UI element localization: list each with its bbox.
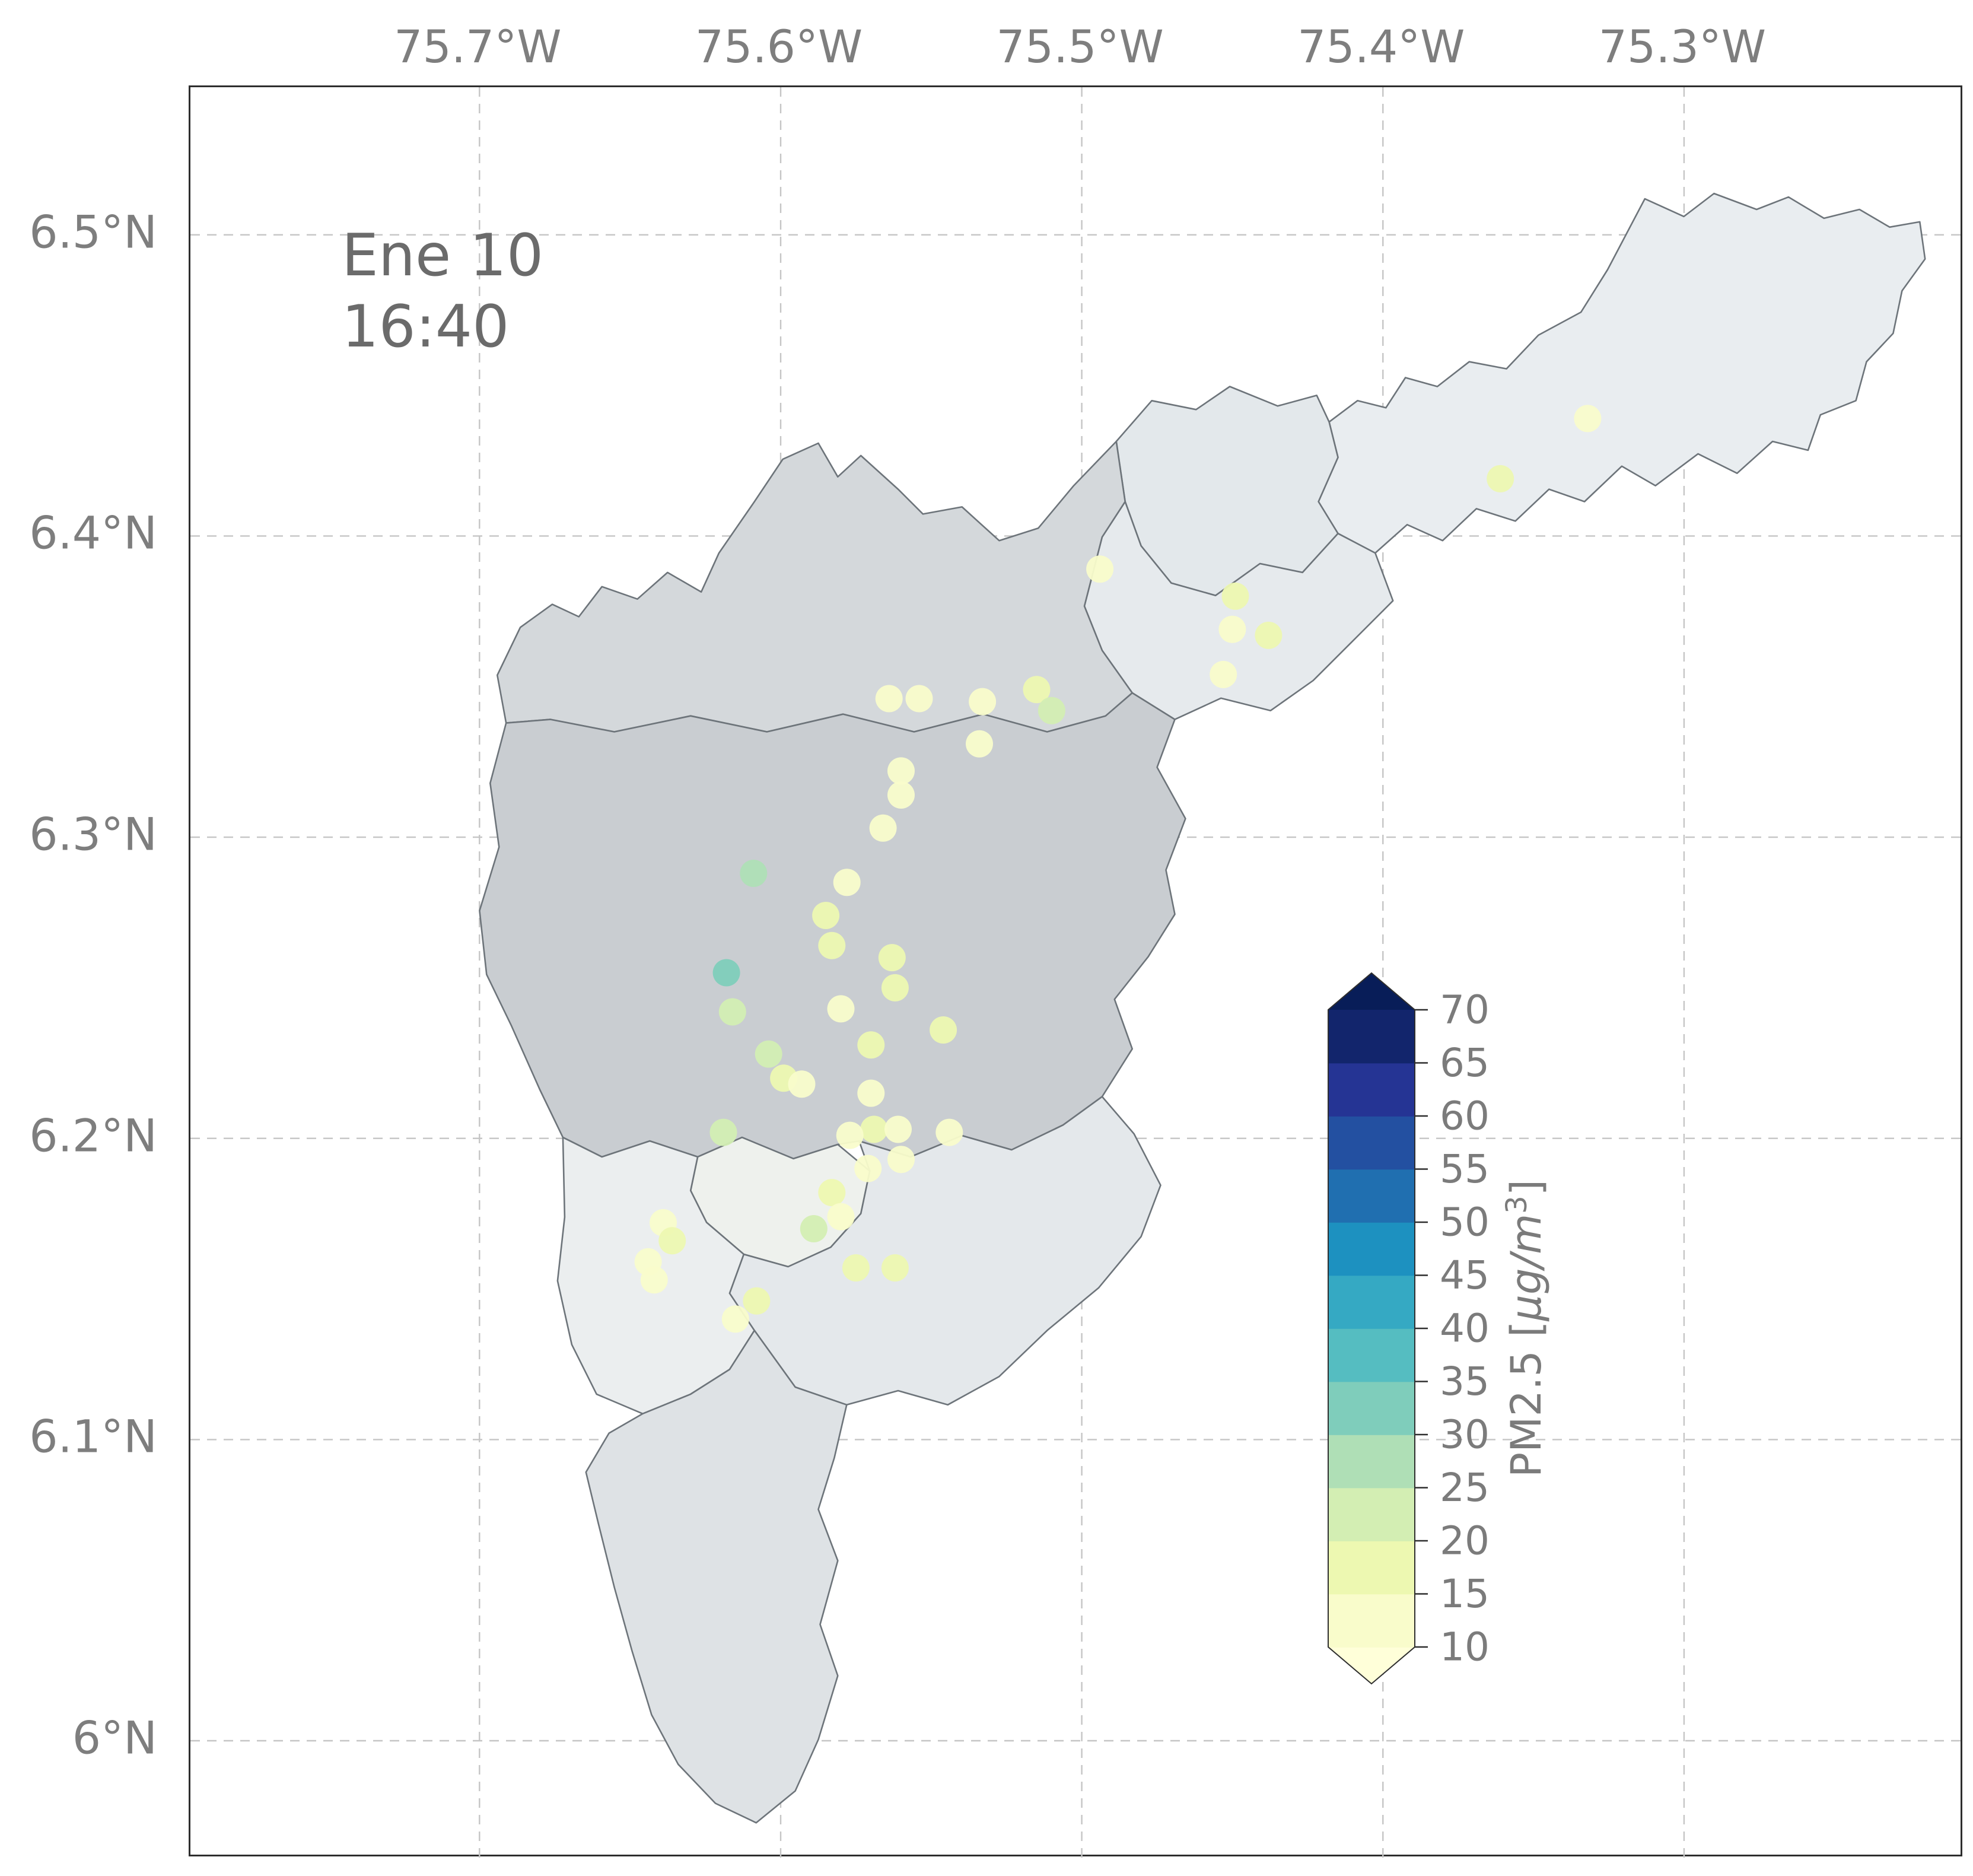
pm25-station-dot: [712, 959, 740, 987]
pm25-station-dot: [788, 1070, 816, 1098]
pm25-station-dot: [743, 1287, 771, 1315]
latitude-tick-label: 6.4°N: [29, 507, 157, 560]
longitude-tick-label: 75.4°W: [1297, 20, 1465, 73]
pm25-station-dot: [800, 1215, 828, 1242]
longitude-tick-label: 75.5°W: [996, 20, 1164, 73]
pm25-station-dot: [857, 1079, 885, 1107]
pm25-station-dot: [1038, 697, 1065, 724]
timestamp-date: Ene 10: [342, 222, 544, 290]
colorbar-tick-label: 25: [1440, 1465, 1490, 1511]
pm25-station-dot: [836, 1121, 864, 1149]
latitude-tick-label: 6.1°N: [29, 1410, 157, 1464]
pm25-station-dot: [884, 1115, 912, 1143]
pm25-station-dot: [833, 869, 861, 896]
colorbar-extend-over: [1328, 973, 1415, 1010]
colorbar-tick-label: 45: [1440, 1252, 1490, 1298]
pm25-station-dot: [887, 1146, 915, 1174]
latitude-tick-label: 6.5°N: [29, 205, 157, 259]
pm25-station-dot: [860, 1115, 888, 1143]
pm25-station-dot: [887, 757, 915, 785]
colorbar-tick-label: 40: [1440, 1306, 1490, 1352]
latitude-tick-label: 6.2°N: [29, 1109, 157, 1162]
pm25-station-dot: [1086, 555, 1114, 583]
longitude-tick-label: 75.7°W: [394, 20, 562, 73]
pm25-station-dot: [640, 1266, 668, 1294]
pm25-station-dot: [812, 902, 840, 929]
colorbar-tick-label: 35: [1440, 1359, 1490, 1404]
pm25-station-dot: [827, 995, 855, 1023]
colorbar-tick-label: 50: [1440, 1200, 1490, 1245]
map-canvas: 10 15 20 25 30 35 40 45 50 55 60 65 70 PM2.5 [µg/m3]: [190, 87, 1964, 1858]
colorbar-tick-label: 30: [1440, 1412, 1490, 1458]
colorbar-segment: [1328, 1328, 1415, 1382]
colorbar-tick-label: 70: [1440, 987, 1490, 1033]
longitude-tick-label: 75.6°W: [695, 20, 863, 73]
colorbar-segment: [1328, 1275, 1415, 1329]
municipality-southeast: [728, 1096, 1161, 1406]
pm25-station-dot: [930, 1016, 957, 1044]
pm25-station-dot: [905, 685, 933, 713]
pm25-station-dot: [935, 1118, 963, 1146]
pm25-station-dot: [1487, 465, 1514, 492]
colorbar-tick-label: 60: [1440, 1093, 1490, 1139]
pm25-station-dot: [857, 1031, 885, 1059]
pm25-station-dot: [878, 944, 906, 972]
colorbar-segment: [1328, 1381, 1415, 1435]
pm25-station-dot: [740, 860, 768, 887]
pm25-station-dot: [875, 685, 903, 713]
pm25-station-dot: [1221, 582, 1249, 610]
pm25-station-dot: [966, 730, 993, 758]
pm25-station-dot: [1023, 676, 1051, 704]
pm25-station-dot: [709, 1118, 737, 1146]
colorbar-segment: [1328, 1063, 1415, 1117]
pm25-station-dot: [842, 1254, 870, 1282]
pm25-station-dot: [881, 974, 909, 1001]
colorbar-tick-label: 55: [1440, 1146, 1490, 1192]
colorbar-tick-label: 20: [1440, 1518, 1490, 1564]
pm25-station-dot: [827, 1203, 855, 1230]
timestamp-time: 16:40: [342, 292, 510, 361]
latitude-axis-ticks: 6.5°N 6.4°N 6.3°N 6.2°N 6.1°N 6°N: [0, 0, 174, 1876]
pm25-station-dot: [969, 688, 997, 716]
colorbar-segment: [1328, 1594, 1415, 1648]
latitude-tick-label: 6°N: [72, 1711, 157, 1764]
map-plot-area: 10 15 20 25 30 35 40 45 50 55 60 65 70 PM2.5 [µg/m3] …: [189, 85, 1964, 1858]
pm25-station-dot: [818, 1179, 846, 1207]
colorbar-segment: [1328, 1010, 1415, 1064]
longitude-tick-label: 75.3°W: [1598, 20, 1767, 73]
colorbar-tick-label: 10: [1440, 1624, 1490, 1670]
pm25-station-dot: [718, 998, 746, 1026]
pm25-station-dot: [658, 1227, 686, 1255]
pm25-station-dot: [887, 781, 915, 809]
pm25-station-dot: [1574, 405, 1602, 433]
municipality-ne-arm: [1318, 192, 1926, 554]
colorbar-segment: [1328, 1169, 1415, 1223]
pm25-station-dot: [1255, 621, 1283, 649]
pm25-station-dot: [1210, 660, 1237, 688]
colorbar-segment: [1328, 1222, 1415, 1276]
colorbar-segment: [1328, 1541, 1415, 1595]
pm25-station-dot: [721, 1305, 749, 1333]
pm25-station-dot: [818, 931, 846, 959]
longitude-axis-ticks: 75.7°W 75.6°W 75.5°W 75.4°W 75.3°W: [0, 0, 1973, 85]
colorbar-segment: [1328, 1116, 1415, 1170]
pm25-station-dot: [869, 814, 897, 842]
colorbar-segment: [1328, 1487, 1415, 1541]
colorbar-extend-under: [1328, 1647, 1415, 1684]
pm25-station-dot: [854, 1155, 882, 1182]
colorbar-axis-label: PM2.5 [µg/m3]: [1500, 1179, 1551, 1477]
municipality-south-tail: [585, 1330, 848, 1824]
pm25-station-dot: [881, 1254, 909, 1282]
colorbar-tick-label: 65: [1440, 1040, 1490, 1086]
timestamp-annotation: Ene 10 16:40: [342, 221, 543, 363]
latitude-tick-label: 6.3°N: [29, 807, 157, 861]
colorbar-segment: [1328, 1435, 1415, 1489]
pm25-station-dot: [1218, 615, 1246, 643]
pm25-station-dot: [755, 1040, 782, 1068]
colorbar-tick-label: 15: [1440, 1571, 1490, 1617]
colorbar: 10 15 20 25 30 35 40 45 50 55 60 65 70 PM2.5 [µg/m3]: [1328, 972, 1551, 1685]
